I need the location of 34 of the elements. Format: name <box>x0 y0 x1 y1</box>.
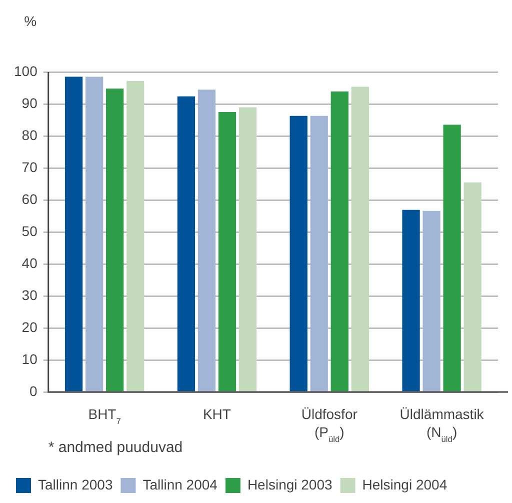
y-tick-label: 30 <box>22 286 38 303</box>
bar <box>64 76 83 392</box>
bar <box>422 210 440 392</box>
bar <box>402 210 420 392</box>
legend-label: Tallinn 2004 <box>142 476 218 492</box>
x-tick-label: KHT <box>202 406 232 422</box>
bar <box>310 116 328 392</box>
bar <box>198 90 216 392</box>
y-tick-label: 0 <box>30 382 38 399</box>
bar <box>106 88 124 392</box>
bar <box>290 116 308 392</box>
bar <box>443 124 461 392</box>
legend-label: Tallinn 2003 <box>38 476 113 492</box>
text: * andmed puuduvad <box>48 439 183 456</box>
y-tick-label: 100 <box>14 62 38 79</box>
y-tick-label: 80 <box>22 126 38 143</box>
y-tick-label: 90 <box>22 94 38 111</box>
y-tick-label: 50 <box>22 222 38 239</box>
legend-label: Helsingi 2003 <box>247 476 332 492</box>
y-axis-title: % <box>24 13 37 29</box>
y-tick-label: 20 <box>22 318 38 335</box>
bar <box>238 107 257 392</box>
bar <box>126 80 144 392</box>
y-tick-label: 40 <box>22 254 38 271</box>
y-tick-label: 60 <box>22 190 38 207</box>
bar <box>177 96 196 392</box>
y-tick-label: 70 <box>22 158 38 175</box>
bar <box>85 76 104 392</box>
bar <box>218 112 236 392</box>
bar <box>351 86 369 392</box>
bar <box>330 92 348 392</box>
bar <box>464 182 482 392</box>
legend-label: Helsingi 2004 <box>362 476 448 492</box>
y-tick-label: 10 <box>22 350 38 367</box>
